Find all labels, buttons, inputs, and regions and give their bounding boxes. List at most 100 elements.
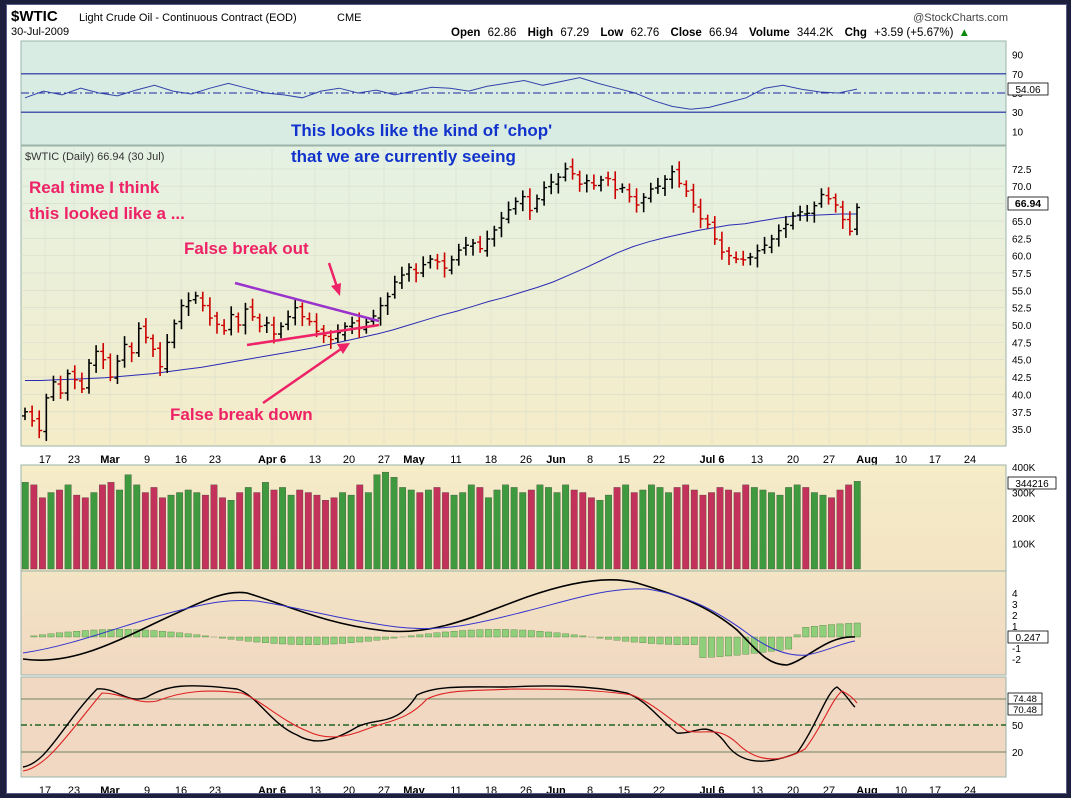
macd-histogram-bar — [802, 627, 810, 638]
rsi-tick-label: 70 — [1012, 70, 1024, 81]
price-bar — [548, 173, 555, 195]
price-bar — [733, 251, 740, 264]
macd-histogram-bar — [39, 634, 46, 638]
volume-bar — [853, 481, 861, 570]
price-bar — [334, 324, 341, 343]
volume-bar — [828, 497, 835, 570]
macd-histogram-bar — [613, 636, 621, 641]
volume-bar — [493, 489, 501, 570]
stochastic-k-line — [22, 685, 856, 768]
rsi-tick-label: 10 — [1012, 127, 1024, 138]
price-bar — [846, 211, 853, 236]
triangle-upper-line — [234, 281, 380, 323]
volume-bar — [390, 477, 398, 570]
volume-bar — [416, 492, 424, 570]
price-x-tick: 20 — [787, 454, 799, 466]
price-bar — [420, 256, 427, 278]
volume-bar — [485, 497, 492, 570]
price-x-tick: 10 — [895, 454, 907, 466]
price-bar — [690, 183, 697, 213]
volume-bar — [699, 494, 707, 570]
volume-bar — [322, 499, 329, 570]
ticker-symbol: $WTIC — [11, 8, 58, 25]
price-bar — [462, 236, 469, 256]
price-bar — [441, 252, 448, 278]
price-x-tick: Aug — [856, 454, 877, 466]
macd-histogram-bar — [553, 632, 561, 638]
price-bar — [306, 312, 313, 326]
volume-bar — [776, 494, 784, 570]
price-bar — [171, 319, 178, 349]
price-bar — [534, 194, 540, 213]
macd-histogram-bar — [81, 630, 89, 638]
price-bar — [477, 235, 484, 253]
price-bar — [754, 244, 761, 268]
price-bar — [57, 375, 64, 399]
volume-bar — [210, 484, 218, 570]
stochastic-d-value: 70.48 — [1013, 705, 1037, 716]
macd-histogram-bar — [545, 631, 552, 638]
high-label: High — [528, 27, 554, 39]
volume-bar — [56, 489, 63, 570]
stochastic-tick-label: 50 — [1012, 721, 1024, 732]
stochastic-d-box — [1007, 703, 1043, 716]
volume-bar — [785, 487, 793, 570]
volume-bar — [30, 484, 38, 570]
stochastic-k-value: 74.48 — [1013, 694, 1037, 705]
chart-date: 30-Jul-2009 — [11, 26, 69, 38]
price-bar — [718, 231, 725, 260]
price-bar — [427, 254, 434, 269]
macd-histogram-bar — [579, 635, 587, 638]
price-x-tick: 22 — [653, 454, 665, 466]
price-panel — [20, 145, 1007, 447]
price-bar — [541, 181, 548, 206]
macd-histogram-bar — [562, 633, 570, 638]
last-price-box — [1007, 196, 1049, 211]
price-bar — [448, 255, 455, 275]
volume-bar — [836, 489, 844, 570]
price-bar — [235, 312, 242, 333]
macd-histogram-bar — [253, 636, 261, 643]
price-tick-label: 70.0 — [1012, 182, 1032, 193]
macd-histogram-bar — [390, 636, 398, 639]
macd-line — [22, 579, 856, 666]
stochastic-x-tick: 20 — [343, 785, 355, 793]
price-bar — [662, 175, 668, 196]
macd-histogram-bar — [64, 631, 72, 638]
macd-histogram-bar — [502, 629, 509, 638]
volume-current: 344216 — [1015, 479, 1049, 490]
macd-histogram-bar — [485, 629, 492, 638]
price-tick-label: 65.0 — [1012, 217, 1032, 228]
price-x-tick: 20 — [343, 454, 355, 466]
price-bar — [413, 263, 420, 283]
high-value: 67.29 — [560, 27, 589, 39]
stochastic-x-tick: 13 — [309, 785, 321, 793]
volume-bar — [433, 487, 441, 570]
macd-histogram-bar — [622, 636, 630, 642]
volume-bar — [201, 494, 209, 570]
stochastic-tick-label: 20 — [1012, 748, 1024, 759]
price-bar — [114, 354, 121, 385]
price-bar — [612, 171, 619, 200]
volume-bar — [570, 489, 578, 570]
volume-bar — [304, 492, 312, 570]
macd-histogram-bar — [630, 636, 638, 643]
stochastic-x-tick: Aug — [856, 785, 877, 793]
price-bar — [683, 180, 690, 197]
rsi-tick-label: 90 — [1012, 51, 1024, 62]
price-x-tick: 23 — [68, 454, 80, 466]
macd-histogram-bar — [236, 636, 244, 641]
price-bar — [704, 214, 711, 229]
macd-value: 0.247 — [1015, 633, 1040, 644]
volume-bar — [613, 487, 621, 570]
macd-histogram-bar — [107, 629, 115, 638]
macd-histogram-bar — [322, 636, 329, 645]
stochastic-x-tick: Apr 6 — [258, 785, 286, 793]
price-bar — [676, 161, 683, 188]
volume-bar — [47, 492, 55, 570]
volume-bar — [545, 487, 552, 570]
volume-bar — [279, 487, 286, 570]
macd-histogram-bar — [442, 631, 449, 638]
macd-histogram-bar — [853, 622, 861, 638]
volume-bar — [553, 492, 561, 570]
